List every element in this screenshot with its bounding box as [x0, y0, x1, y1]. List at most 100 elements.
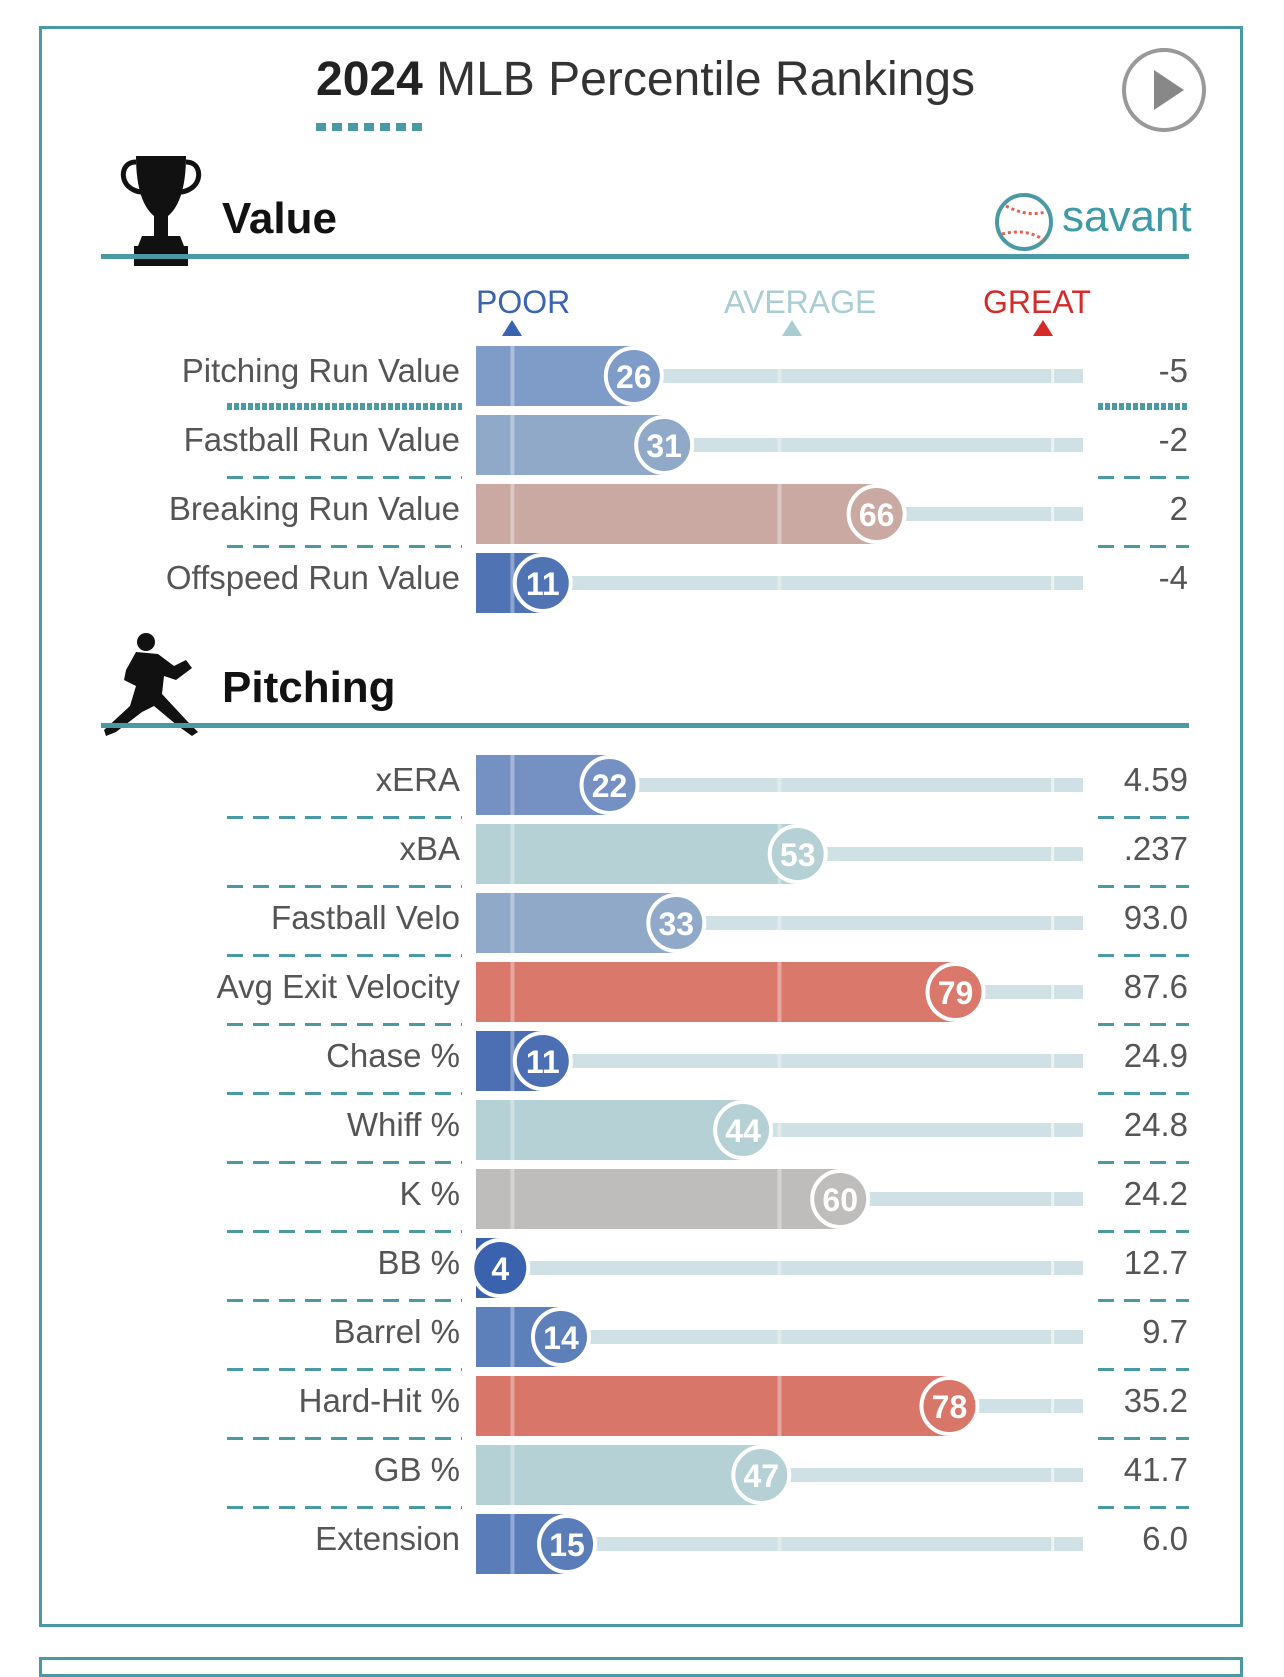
bar-track [476, 576, 1083, 590]
row-separator [227, 1506, 462, 1509]
trophy-icon [120, 156, 202, 266]
row-separator [227, 1299, 462, 1302]
row-separator [1098, 885, 1189, 888]
percentile-card [39, 26, 1243, 1627]
row-separator [227, 545, 462, 548]
scale-poor-label: POOR [476, 284, 571, 320]
row-value: .237 [1123, 830, 1188, 867]
row-separator [227, 403, 462, 410]
average-marker-icon [782, 320, 802, 336]
percentile-circle [537, 1514, 598, 1574]
percentile-label: 79 [938, 975, 974, 1011]
percentile-circle [579, 755, 640, 815]
row-separator [227, 816, 462, 819]
percentile-label: 33 [659, 906, 695, 942]
section-divider-pitching [101, 723, 1189, 728]
page-title: 2024 MLB Percentile Rankings [316, 52, 975, 107]
bar-track [476, 1261, 1083, 1275]
row-separator [227, 954, 462, 957]
savant-baseball-logo [995, 193, 1053, 251]
percentile-label: 66 [859, 497, 895, 533]
row-label: Offspeed Run Value [165, 559, 460, 596]
row-separator [227, 1161, 462, 1164]
row-separator [227, 1437, 462, 1440]
poor-marker-icon [502, 320, 522, 336]
percentile-circle [646, 893, 707, 953]
row-label: Breaking Run Value [168, 490, 460, 527]
section-divider-value [101, 254, 1189, 259]
title-underline [316, 123, 426, 131]
percentile-label: 60 [822, 1182, 858, 1218]
row-separator [1098, 476, 1189, 479]
row-value: 24.2 [1123, 1175, 1188, 1212]
percentile-circle [634, 415, 695, 475]
percentile-bar [476, 824, 798, 884]
section-title-value: Value [222, 194, 337, 243]
percentile-bar [476, 1445, 762, 1505]
percentile-circle [767, 824, 828, 884]
row-label: K % [399, 1175, 460, 1212]
row-value: 35.2 [1123, 1382, 1188, 1419]
savant-brand[interactable]: savant [1062, 192, 1192, 241]
row-separator [227, 1230, 462, 1233]
row-value: 4.59 [1123, 761, 1188, 798]
percentile-label: 4 [491, 1251, 509, 1287]
row-separator [1098, 1368, 1189, 1371]
percentile-label: 47 [743, 1458, 779, 1494]
percentile-bar [476, 1169, 841, 1229]
percentile-circle [731, 1445, 792, 1505]
row-separator [227, 1023, 462, 1026]
row-separator [1098, 1161, 1189, 1164]
row-label: Extension [315, 1520, 460, 1557]
row-separator [1098, 545, 1189, 548]
row-separator [227, 1092, 462, 1095]
row-label: Hard-Hit % [298, 1382, 460, 1419]
row-separator [1098, 1299, 1189, 1302]
row-separator [227, 1368, 462, 1371]
row-separator [1098, 954, 1189, 957]
percentile-bar [476, 484, 877, 544]
percentile-circle [810, 1169, 871, 1229]
play-button[interactable] [1122, 48, 1206, 132]
great-marker-icon [1033, 320, 1053, 336]
row-label: Whiff % [346, 1106, 460, 1143]
bar-track [476, 1537, 1083, 1551]
title-year: 2024 [316, 53, 423, 106]
scale-markers [502, 320, 1053, 336]
row-value: 9.7 [1142, 1313, 1188, 1350]
percentile-bar [476, 1376, 950, 1436]
bar-track [476, 1330, 1083, 1344]
row-value: 12.7 [1123, 1244, 1188, 1281]
row-value: -4 [1158, 559, 1188, 596]
row-value: -2 [1158, 421, 1188, 458]
row-separator [1098, 1023, 1189, 1026]
row-value: 6.0 [1142, 1520, 1188, 1557]
percentile-circle [846, 484, 907, 544]
percentile-circle [919, 1376, 980, 1436]
title-text: MLB Percentile Rankings [422, 53, 976, 106]
percentile-label: 14 [543, 1320, 579, 1356]
percentile-label: 78 [932, 1389, 968, 1425]
percentile-bar [476, 962, 956, 1022]
percentile-bar [476, 1100, 744, 1160]
percentile-label: 15 [549, 1527, 585, 1563]
row-value: 87.6 [1123, 968, 1188, 1005]
percentile-circle [470, 1238, 531, 1298]
row-label: GB % [373, 1451, 460, 1488]
row-label: Avg Exit Velocity [216, 968, 460, 1005]
row-label: Barrel % [333, 1313, 460, 1350]
scale-great-label: GREAT [983, 284, 1091, 320]
percentile-label: 44 [725, 1113, 761, 1149]
row-label: Fastball Velo [271, 899, 460, 936]
percentile-label: 53 [780, 837, 816, 873]
percentile-circle [512, 1031, 573, 1091]
row-separator [227, 476, 462, 479]
percentile-circle [512, 553, 573, 613]
pitcher-silhouette-icon [104, 633, 198, 736]
row-separator [1098, 1092, 1189, 1095]
percentile-circle [925, 962, 986, 1022]
percentile-bar [476, 893, 677, 953]
row-value: -5 [1158, 352, 1188, 389]
percentile-circle [713, 1100, 774, 1160]
